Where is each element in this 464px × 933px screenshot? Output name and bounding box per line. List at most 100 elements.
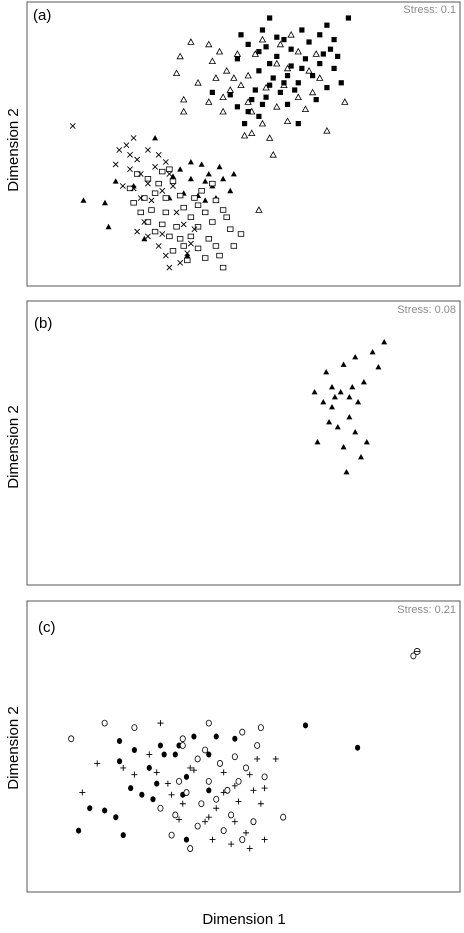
data-point-filled-square bbox=[227, 92, 233, 98]
panel-c: (c) Stress: 0.21 Dimension 2 Dimension 1 bbox=[5, 600, 461, 928]
data-point-filled-square bbox=[313, 97, 319, 103]
data-point-open-triangle bbox=[273, 102, 281, 110]
data-point-open-triangle bbox=[308, 88, 317, 96]
data-point-open-triangle bbox=[226, 86, 234, 93]
data-point-plus bbox=[243, 829, 249, 836]
data-point-open-triangle bbox=[255, 206, 263, 213]
data-point-filled-circle bbox=[206, 787, 212, 794]
data-point-plus bbox=[220, 789, 227, 796]
data-point-plus bbox=[209, 836, 216, 843]
data-point-cross bbox=[127, 151, 133, 158]
data-point-filled-triangle bbox=[177, 166, 184, 172]
data-point-filled-triangle bbox=[187, 159, 194, 165]
data-point-open-triangle bbox=[187, 38, 195, 45]
data-point-filled-triangle bbox=[320, 399, 327, 405]
data-point-plus bbox=[176, 816, 183, 823]
data-point-open-triangle bbox=[305, 66, 313, 74]
data-point-filled-triangle bbox=[329, 384, 335, 390]
data-point-filled-triangle bbox=[337, 389, 344, 395]
data-point-open-square bbox=[180, 243, 187, 249]
data-point-filled-triangle bbox=[141, 235, 148, 242]
panel-b: (b) Stress: 0.08 Dimension 2 bbox=[5, 300, 461, 586]
data-point-open-triangle bbox=[208, 57, 217, 64]
data-point-plus bbox=[272, 755, 279, 762]
data-point-filled-square bbox=[234, 104, 241, 110]
data-point-cross bbox=[123, 142, 130, 149]
panel-a-marks bbox=[69, 15, 351, 271]
data-point-filled-square bbox=[299, 27, 305, 33]
data-point-filled-square bbox=[281, 80, 287, 86]
data-point-open-triangle bbox=[223, 66, 231, 74]
data-point-open-square bbox=[219, 264, 227, 271]
data-point-filled-square bbox=[302, 56, 309, 62]
data-point-open-square bbox=[209, 180, 216, 187]
data-point-filled-circle bbox=[116, 738, 123, 745]
data-point-open-circle bbox=[213, 795, 220, 803]
data-point-filled-square bbox=[288, 63, 294, 69]
data-point-filled-triangle bbox=[80, 197, 87, 203]
data-point-filled-square bbox=[288, 46, 294, 52]
data-point-filled-circle bbox=[150, 796, 156, 803]
data-point-open-triangle bbox=[215, 47, 224, 55]
data-point-open-triangle bbox=[248, 129, 256, 137]
data-point-filled-square bbox=[259, 27, 266, 33]
panel-b-y-axis-label: Dimension 2 bbox=[5, 405, 22, 488]
data-point-open-square bbox=[212, 197, 220, 204]
data-point-open-triangle bbox=[294, 93, 302, 100]
data-point-cross bbox=[145, 147, 151, 153]
data-point-open-circle bbox=[194, 822, 201, 830]
data-point-filled-square bbox=[234, 56, 241, 62]
data-point-filled-circle bbox=[113, 814, 119, 821]
data-point-open-circle bbox=[257, 724, 264, 731]
data-point-open-square bbox=[159, 168, 166, 175]
data-point-filled-square bbox=[267, 15, 273, 21]
data-point-cross bbox=[166, 171, 173, 177]
data-point-open-circle bbox=[220, 827, 227, 835]
data-point-filled-circle bbox=[120, 832, 126, 839]
data-point-plus bbox=[235, 798, 242, 805]
panel-c-stress: Stress: 0.21 bbox=[397, 604, 456, 616]
data-point-cross bbox=[155, 151, 162, 158]
data-point-filled-triangle bbox=[227, 187, 234, 194]
data-point-filled-triangle bbox=[198, 161, 205, 167]
data-point-open-circle bbox=[205, 719, 212, 727]
data-point-open-square bbox=[155, 180, 162, 187]
data-point-open-circle bbox=[68, 735, 75, 743]
data-point-filled-square bbox=[310, 73, 316, 79]
data-point-filled-circle bbox=[206, 751, 212, 758]
data-point-open-triangle bbox=[312, 50, 320, 57]
data-point-filled-triangle bbox=[152, 135, 159, 141]
data-point-cross bbox=[145, 233, 151, 240]
data-point-open-triangle bbox=[294, 47, 302, 55]
data-point-cross bbox=[170, 183, 176, 189]
data-point-filled-square bbox=[295, 80, 301, 86]
data-point-open-circle bbox=[280, 813, 287, 821]
data-point-open-circle bbox=[168, 831, 175, 839]
data-point-open-triangle bbox=[230, 74, 238, 81]
data-point-filled-square bbox=[324, 22, 330, 28]
data-point-filled-square bbox=[284, 101, 291, 107]
data-point-filled-triangle bbox=[205, 171, 212, 177]
panel-b-marks bbox=[311, 339, 388, 475]
data-point-plus bbox=[168, 791, 175, 798]
data-point-filled-triangle bbox=[105, 223, 112, 230]
data-point-open-triangle bbox=[180, 107, 188, 115]
panel-c-frame bbox=[26, 600, 461, 893]
data-point-open-square bbox=[130, 200, 137, 206]
data-point-filled-circle bbox=[146, 764, 152, 771]
data-point-filled-circle bbox=[302, 722, 309, 729]
data-point-open-square bbox=[205, 236, 212, 242]
data-point-filled-square bbox=[338, 80, 344, 86]
data-point-filled-circle bbox=[191, 733, 197, 740]
data-point-filled-square bbox=[256, 68, 262, 74]
data-point-filled-square bbox=[317, 32, 323, 38]
data-point-open-triangle bbox=[194, 78, 202, 86]
data-point-filled-square bbox=[306, 39, 312, 45]
data-point-filled-square bbox=[249, 97, 255, 103]
data-point-filled-triangle bbox=[343, 469, 350, 475]
data-point-cross bbox=[152, 163, 158, 170]
data-point-plus bbox=[231, 818, 238, 825]
data-point-open-square bbox=[198, 188, 205, 194]
data-point-open-square bbox=[187, 233, 195, 240]
data-point-open-square bbox=[162, 209, 170, 216]
